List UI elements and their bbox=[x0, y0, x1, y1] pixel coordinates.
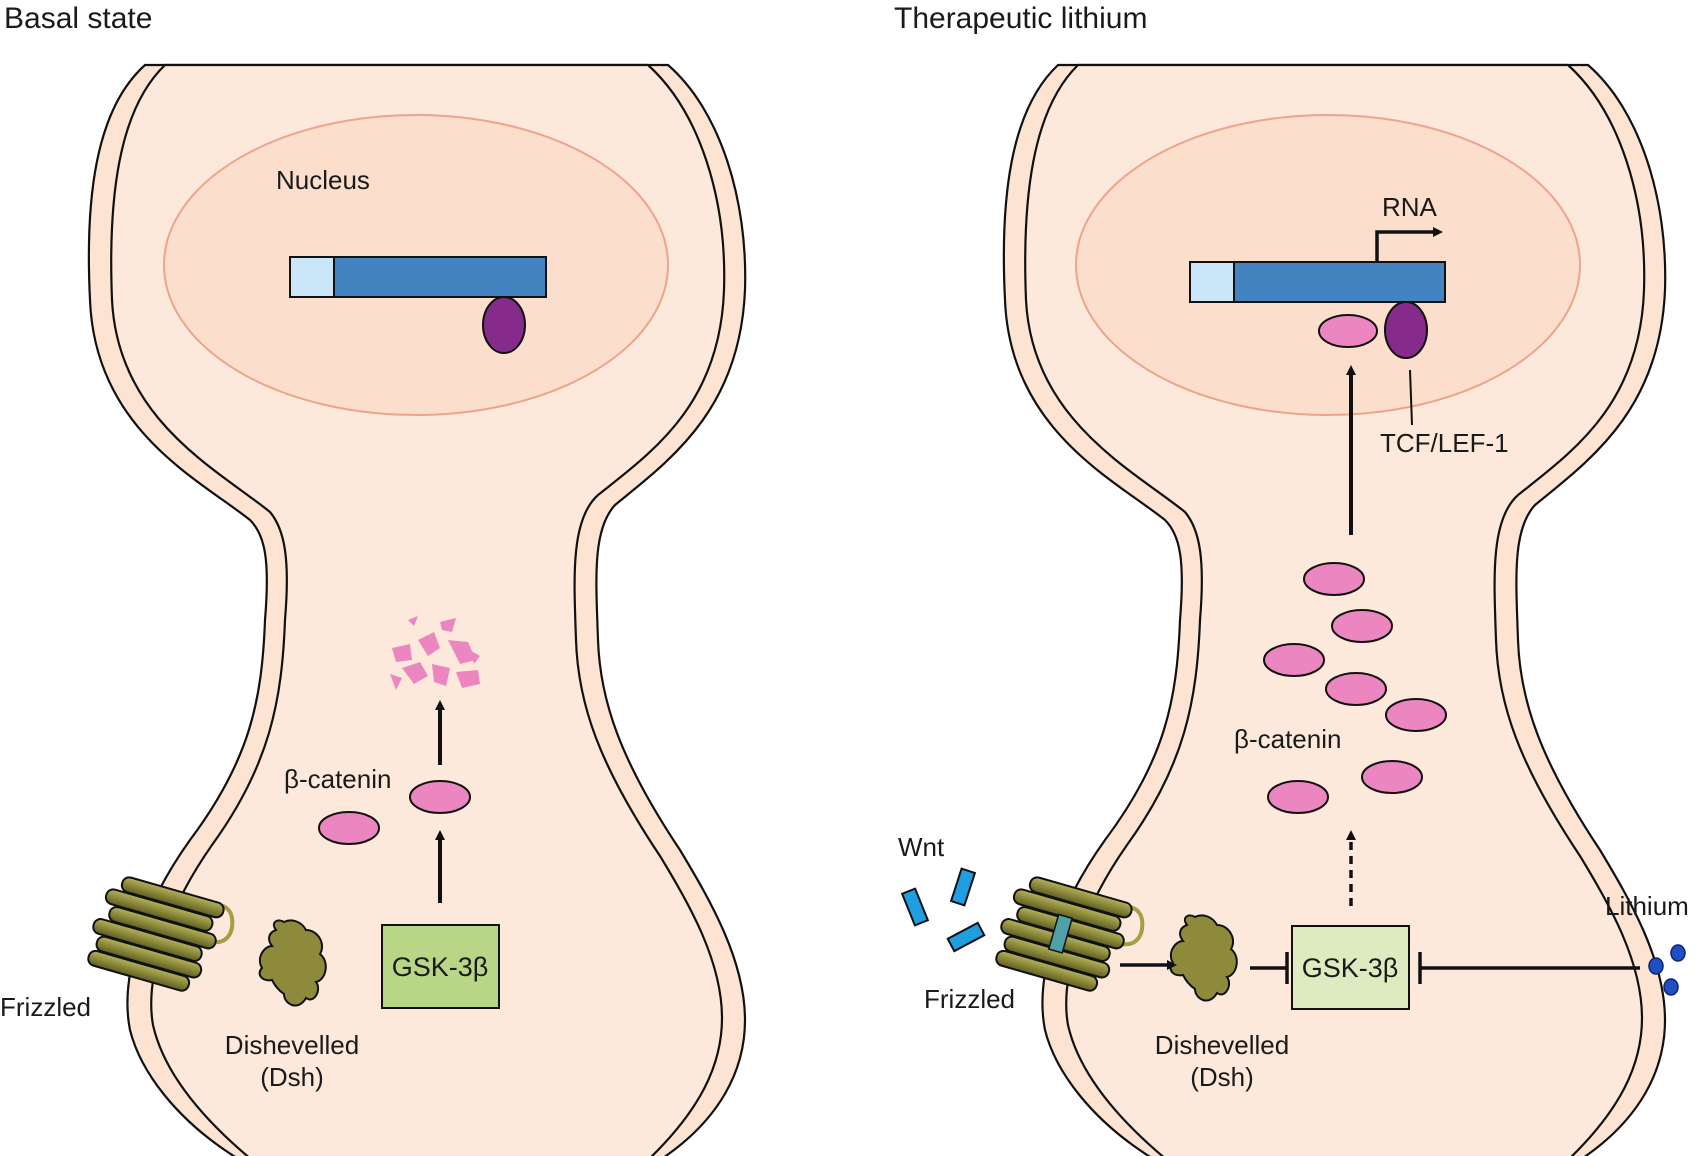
left-beta-catenin-2 bbox=[318, 811, 380, 845]
left-degraded-beta-catenin bbox=[390, 616, 480, 690]
right-beta-catenin-7 bbox=[1267, 780, 1329, 814]
right-gsk3b-label: GSK-3β bbox=[1302, 953, 1399, 983]
left-frizzled-receptor bbox=[87, 876, 235, 992]
right-beta-catenin-3 bbox=[1263, 643, 1325, 677]
left-beta-catenin-1 bbox=[409, 780, 471, 814]
right-beta-catenin-4 bbox=[1325, 672, 1387, 706]
left-panel: Basal state Nucleus β-cate bbox=[0, 2, 747, 1156]
left-gsk3b-box bbox=[381, 924, 500, 1009]
left-panel-title: Basal state bbox=[4, 2, 152, 35]
left-gsk3b-label: GSK-3β bbox=[392, 952, 489, 982]
left-dsh-label: (Dsh) bbox=[260, 1062, 324, 1092]
right-dishevelled bbox=[1169, 914, 1238, 1002]
left-tcf-lef1 bbox=[482, 296, 526, 354]
left-gene-body bbox=[333, 256, 547, 298]
right-rna-label: RNA bbox=[1382, 192, 1438, 222]
right-gene-promoter bbox=[1189, 261, 1235, 303]
right-nuclear-beta-catenin bbox=[1318, 314, 1378, 348]
left-beta-catenin-label: β-catenin bbox=[284, 764, 391, 794]
right-beta-catenin-1 bbox=[1303, 562, 1365, 596]
right-frizzled-label: Frizzled bbox=[924, 984, 1015, 1014]
left-gene-promoter bbox=[289, 256, 335, 298]
right-wnt-ligands bbox=[900, 867, 986, 953]
right-tcf-leader-line bbox=[1409, 369, 1413, 426]
right-panel: Therapeutic lithium RNA TCF/LEF-1 β-cate… bbox=[894, 2, 1689, 1156]
right-beta-catenin-label: β-catenin bbox=[1234, 724, 1341, 754]
right-tcf-label: TCF/LEF-1 bbox=[1380, 428, 1509, 458]
left-nucleus-label: Nucleus bbox=[276, 165, 370, 195]
right-lithium-ions bbox=[1648, 944, 1686, 996]
right-gene-body bbox=[1233, 261, 1446, 303]
right-panel-title: Therapeutic lithium bbox=[894, 2, 1147, 35]
right-bound-wnt bbox=[1047, 913, 1074, 954]
right-beta-catenin-5 bbox=[1385, 698, 1447, 732]
left-dishevelled-label: Dishevelled bbox=[225, 1030, 359, 1060]
right-frizzled-receptor bbox=[995, 876, 1145, 992]
left-dishevelled bbox=[258, 919, 327, 1007]
right-beta-catenin-2 bbox=[1331, 609, 1393, 643]
right-dishevelled-label: Dishevelled bbox=[1155, 1030, 1289, 1060]
right-transcription-arrow bbox=[1375, 227, 1443, 262]
right-lithium-label: Lithium bbox=[1605, 891, 1689, 921]
right-dsh-label: (Dsh) bbox=[1190, 1062, 1254, 1092]
right-tcf-lef1 bbox=[1384, 301, 1428, 359]
right-gsk3b-box bbox=[1291, 925, 1410, 1010]
right-wnt-label: Wnt bbox=[898, 832, 945, 862]
left-frizzled-label: Frizzled bbox=[0, 992, 91, 1022]
right-beta-catenin-6 bbox=[1361, 760, 1423, 794]
